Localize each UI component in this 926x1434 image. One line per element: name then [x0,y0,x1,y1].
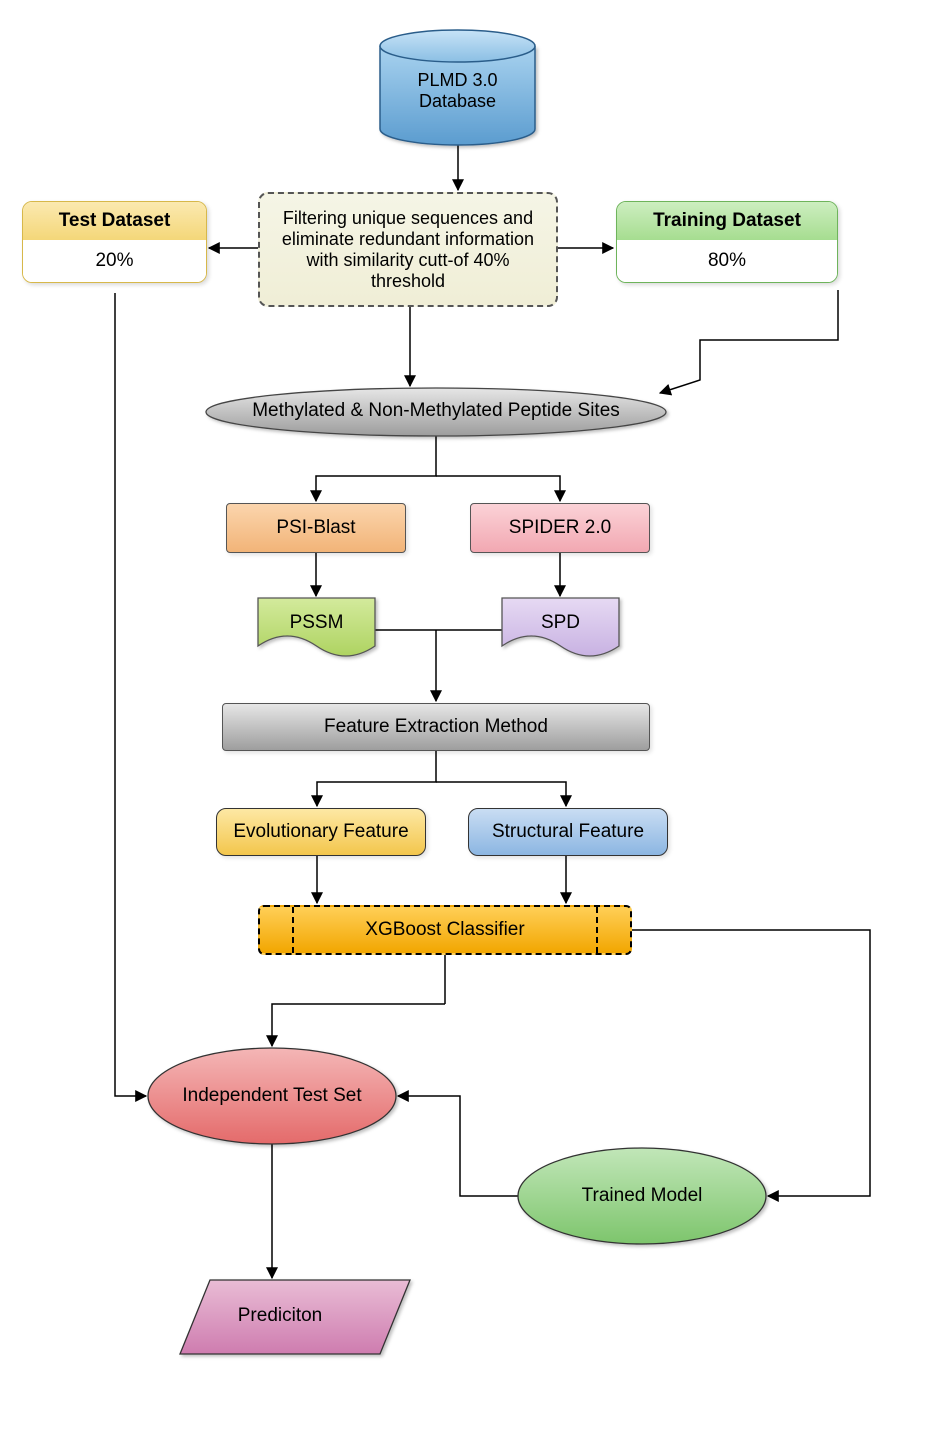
xgb-label: XGBoost Classifier [365,919,524,941]
evolutionary-label: Evolutionary Feature [233,821,408,843]
feature-extraction-label: Feature Extraction Method [324,716,548,738]
spider-label: SPIDER 2.0 [509,517,611,539]
structural-label: Structural Feature [492,821,644,843]
evolutionary-feature-box: Evolutionary Feature [216,808,426,856]
xgb-dash-right [596,907,598,953]
test-dataset-body: 20% [95,250,133,271]
xgboost-classifier-box: XGBoost Classifier [258,905,632,955]
feature-extraction-box: Feature Extraction Method [222,703,650,751]
plmd-database: PLMD 3.0Database [380,70,535,112]
filter-box: Filtering unique sequences and eliminate… [258,192,558,307]
psi-blast-box: PSI-Blast [226,503,406,553]
filter-label: Filtering unique sequences and eliminate… [270,208,546,292]
training-dataset-head: Training Dataset [653,210,801,231]
spider-box: SPIDER 2.0 [470,503,650,553]
xgb-dash-left [292,907,294,953]
test-dataset-card: Test Dataset 20% [22,201,207,283]
plmd-label-l1: PLMD 3.0Database [417,70,497,111]
structural-feature-box: Structural Feature [468,808,668,856]
test-dataset-head: Test Dataset [59,210,171,231]
training-dataset-body: 80% [708,250,746,271]
training-dataset-card: Training Dataset 80% [616,201,838,283]
psi-blast-label: PSI-Blast [276,517,355,539]
